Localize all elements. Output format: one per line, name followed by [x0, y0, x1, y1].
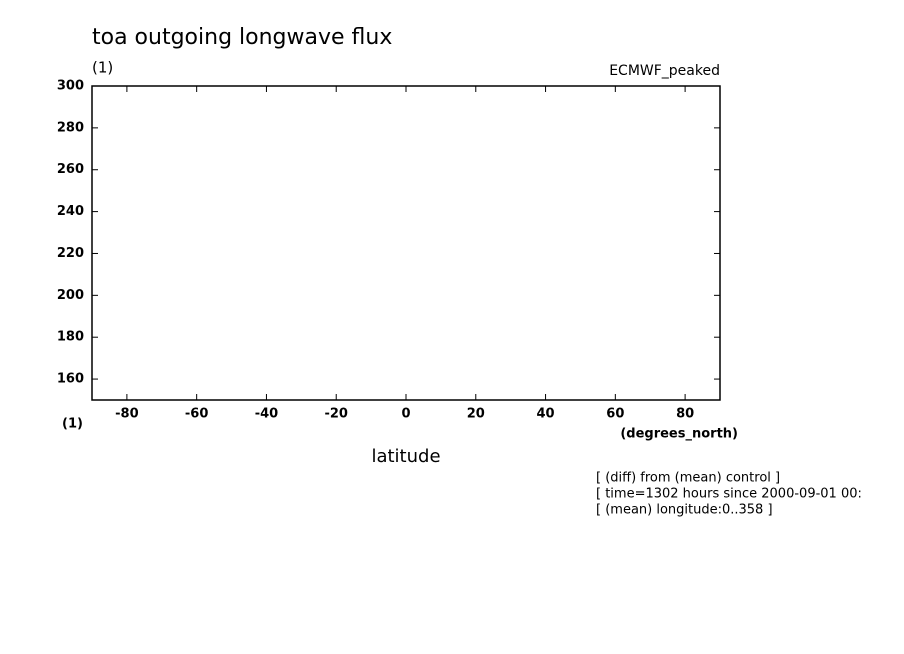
- x-tick-label: 20: [467, 407, 485, 422]
- y-tick-label: 160: [57, 372, 84, 387]
- x-tick-label: -60: [185, 407, 209, 422]
- x-units-left: (1): [62, 417, 83, 432]
- note: [ (mean) longitude:0..358 ]: [596, 503, 773, 518]
- y-tick-label: 300: [57, 79, 84, 94]
- x-tick-label: 40: [537, 407, 555, 422]
- x-tick-label: -20: [324, 407, 348, 422]
- x-tick-label: 0: [401, 407, 410, 422]
- chart-title: toa outgoing longwave flux: [92, 25, 392, 50]
- note: [ (diff) from (mean) control ]: [596, 471, 780, 486]
- y-tick-label: 220: [57, 246, 84, 261]
- y-tick-label: 180: [57, 330, 84, 345]
- dataset-label: ECMWF_peaked: [609, 63, 720, 79]
- y-units: (1): [92, 59, 113, 77]
- y-tick-label: 240: [57, 204, 84, 219]
- x-tick-label: 80: [676, 407, 694, 422]
- note: [ time=1302 hours since 2000-09-01 00:: [596, 487, 862, 502]
- x-tick-label: -80: [115, 407, 139, 422]
- y-tick-label: 280: [57, 120, 84, 135]
- y-tick-label: 260: [57, 162, 84, 177]
- y-tick-label: 200: [57, 288, 84, 303]
- x-tick-label: 60: [606, 407, 624, 422]
- x-axis-label: latitude: [371, 446, 440, 467]
- x-units: (degrees_north): [620, 427, 738, 442]
- x-tick-label: -40: [255, 407, 279, 422]
